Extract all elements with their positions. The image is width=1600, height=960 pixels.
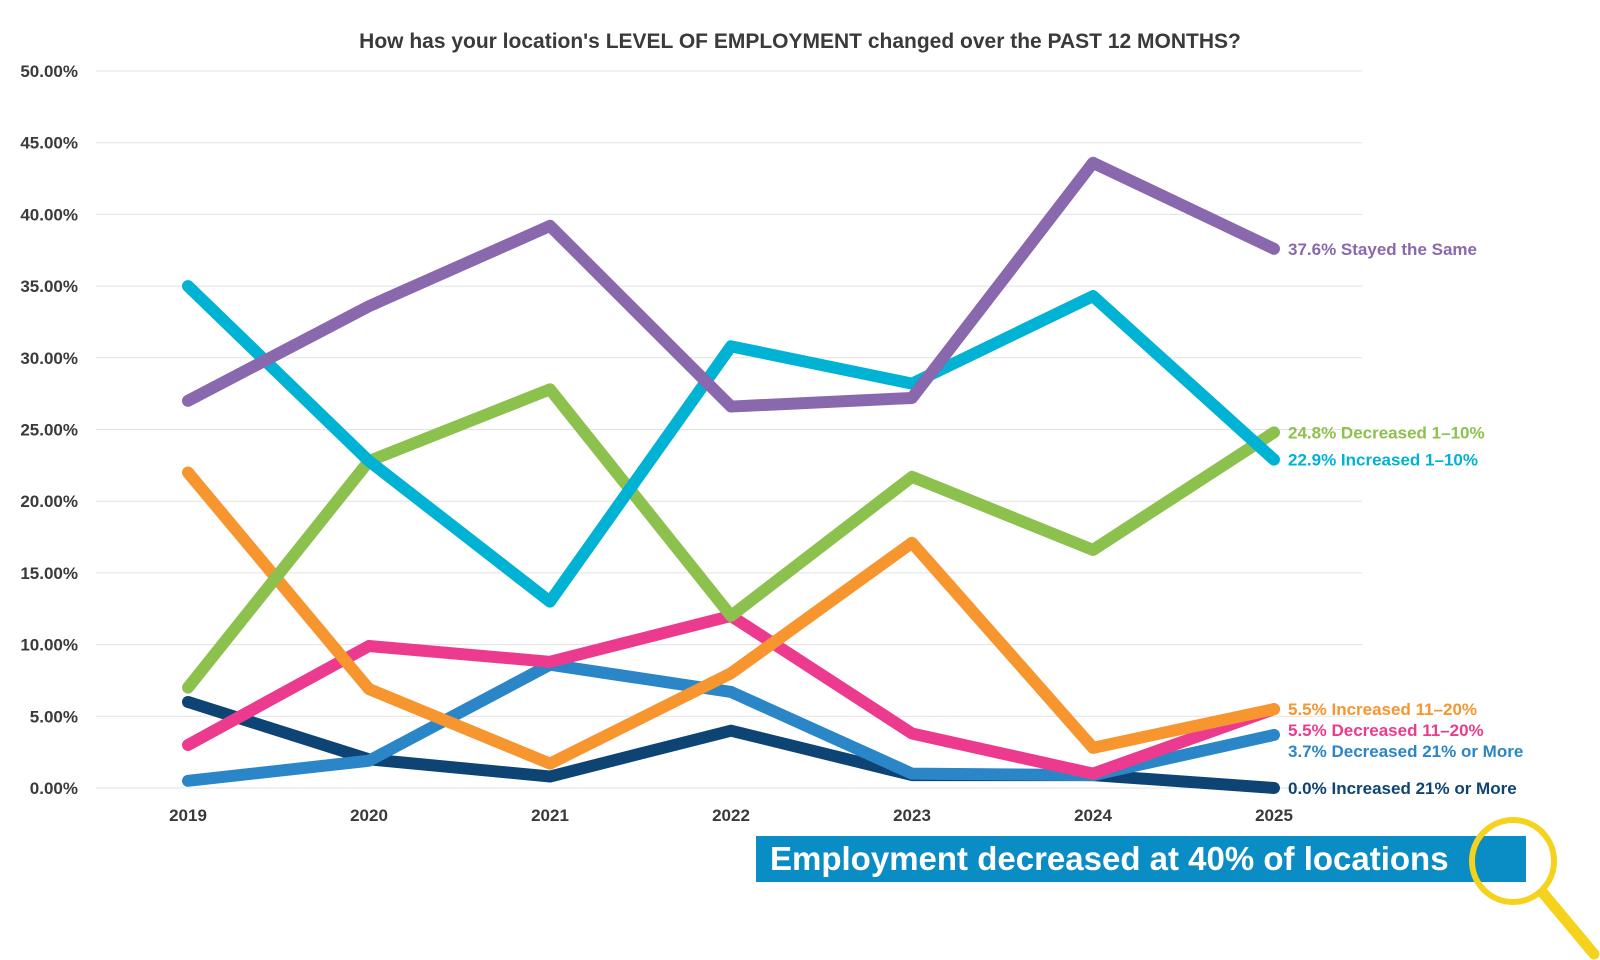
x-tick-label: 2019	[169, 806, 207, 825]
summary-banner: Employment decreased at 40% of locations	[756, 836, 1526, 882]
series-line-increased-11-20-	[182, 466, 1280, 770]
y-tick-label: 10.00%	[20, 636, 78, 655]
end-label: 37.6% Stayed the Same	[1288, 240, 1477, 259]
y-axis-ticks: 0.00% 5.00% 10.00% 15.00% 20.00% 25.00% 30.00%…	[20, 62, 78, 798]
end-label: 22.9% Increased 1–10%	[1288, 451, 1478, 470]
x-tick-label: 2024	[1074, 806, 1112, 825]
end-label: 0.0% Increased 21% or More	[1288, 779, 1517, 798]
x-tick-label: 2025	[1255, 806, 1293, 825]
y-tick-label: 50.00%	[20, 62, 78, 81]
y-tick-label: 35.00%	[20, 277, 78, 296]
series-end-labels: 37.6% Stayed the Same 24.8% Decreased 1–1…	[1288, 240, 1523, 798]
y-tick-label: 0.00%	[30, 779, 78, 798]
y-tick-label: 15.00%	[20, 564, 78, 583]
grid-lines	[96, 70, 1362, 789]
summary-banner-text: Employment decreased at 40% of locations	[770, 840, 1449, 877]
y-tick-label: 25.00%	[20, 421, 78, 440]
y-tick-label: 45.00%	[20, 134, 78, 153]
y-tick-label: 30.00%	[20, 349, 78, 368]
x-tick-label: 2023	[893, 806, 931, 825]
series-lines	[182, 156, 1280, 794]
y-tick-label: 20.00%	[20, 492, 78, 511]
series-line-increased-1-10-	[182, 280, 1280, 608]
chart-title: How has your location's LEVEL OF EMPLOYM…	[359, 30, 1241, 53]
y-tick-label: 40.00%	[20, 205, 78, 224]
end-label: 3.7% Decreased 21% or More	[1288, 742, 1523, 761]
series-line-stayed-the-same	[182, 156, 1280, 413]
series-line-decreased-1-10-	[182, 383, 1280, 694]
end-label: 24.8% Decreased 1–10%	[1288, 423, 1485, 442]
end-label: 5.5% Increased 11–20%	[1288, 700, 1477, 719]
x-axis-ticks: 2019 2020 2021 2022 2023 2024 2025	[169, 806, 1293, 825]
magnifying-glass-icon	[1469, 817, 1600, 960]
x-tick-label: 2020	[350, 806, 388, 825]
x-tick-label: 2021	[531, 806, 569, 825]
end-label: 5.5% Decreased 11–20%	[1288, 721, 1484, 740]
x-tick-label: 2022	[712, 806, 750, 825]
y-tick-label: 5.00%	[30, 707, 78, 726]
